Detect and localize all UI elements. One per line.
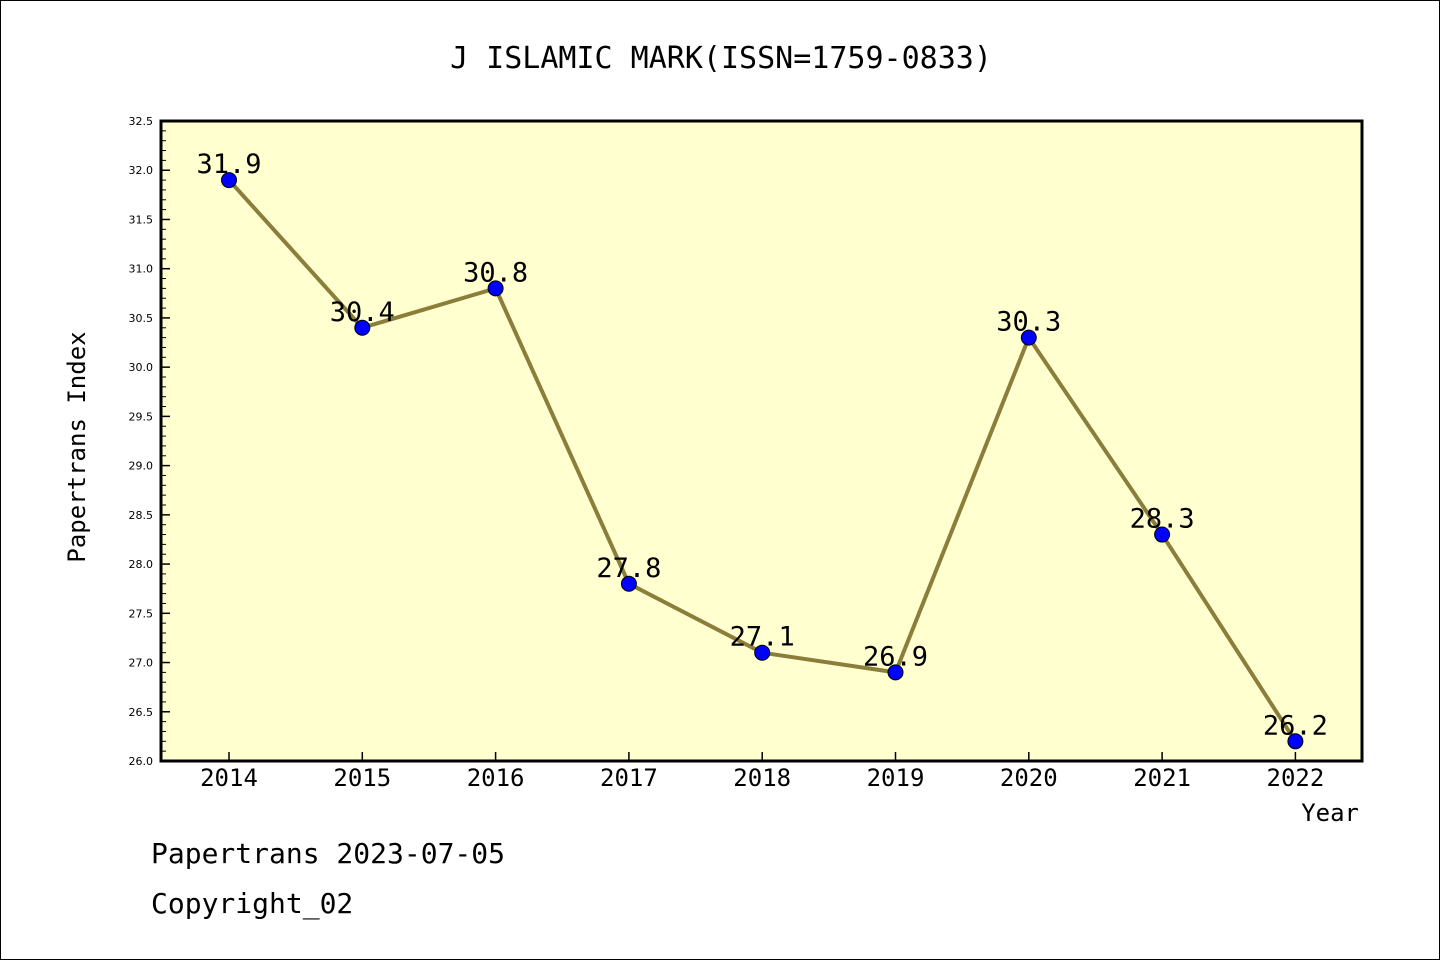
data-point-2019 <box>887 664 904 681</box>
data-point-2016 <box>487 280 504 297</box>
plot-area <box>159 119 1364 763</box>
data-label-2021: 28.3 <box>1130 504 1195 535</box>
y-tick-label: 32.0 <box>129 164 154 177</box>
x-tick-label: 2018 <box>733 764 791 792</box>
data-label-2020: 30.3 <box>996 307 1061 338</box>
x-tick-label: 2014 <box>200 764 258 792</box>
y-tick-label: 28.0 <box>129 558 154 571</box>
data-point-2021 <box>1154 526 1171 543</box>
data-label-2016: 30.8 <box>463 257 528 288</box>
data-point-2018 <box>754 644 771 661</box>
data-point-2020 <box>1020 329 1037 346</box>
data-point-2022 <box>1287 733 1304 750</box>
y-tick-label: 32.5 <box>129 115 154 128</box>
x-tick-label: 2016 <box>467 764 525 792</box>
x-axis-label: Year <box>1301 799 1359 827</box>
footer-date-text: Papertrans 2023-07-05 <box>151 837 506 870</box>
y-tick-label: 27.0 <box>129 657 154 670</box>
y-tick-label: 26.5 <box>129 706 154 719</box>
y-tick-label: 27.5 <box>129 607 154 620</box>
y-axis-label: Papertrans Index <box>63 331 91 562</box>
x-tick-label: 2021 <box>1133 764 1191 792</box>
data-label-2015: 30.4 <box>330 297 395 328</box>
y-tick-label: 26.0 <box>129 755 154 768</box>
y-tick-label: 28.5 <box>129 509 154 522</box>
footer-copyright-text: Copyright_02 <box>151 887 354 920</box>
x-tick-label: 2020 <box>1000 764 1058 792</box>
y-axis-ticks: 26.0 26.5 27.0 27.5 28.0 28.5 29.0 29.5 30.0 30.5… <box>129 115 170 768</box>
data-label-2018: 27.1 <box>730 622 795 653</box>
y-tick-label: 31.0 <box>129 263 154 276</box>
data-point-2015 <box>354 319 371 336</box>
y-tick-label: 29.0 <box>129 460 154 473</box>
x-tick-label: 2022 <box>1267 764 1325 792</box>
x-tick-label: 2019 <box>867 764 925 792</box>
y-tick-label: 29.5 <box>129 410 154 423</box>
x-axis-ticks: 2014 2015 2016 2017 2018 2019 2020 2021 2022 <box>200 752 1324 792</box>
x-tick-label: 2015 <box>333 764 391 792</box>
chart-title: J ISLAMIC MARK(ISSN=1759-0833) <box>450 41 992 76</box>
data-label-2019: 26.9 <box>863 641 928 672</box>
x-tick-label: 2017 <box>600 764 658 792</box>
data-label-2014: 31.9 <box>196 149 261 180</box>
y-tick-label: 30.0 <box>129 361 154 374</box>
series-group: 31.9 30.4 30.8 27.8 27.1 26.9 30.3 28.3 26.2 <box>196 149 1328 750</box>
data-point-2017 <box>620 575 637 592</box>
y-tick-label: 31.5 <box>129 213 154 226</box>
data-label-2017: 27.8 <box>596 553 661 584</box>
y-tick-label: 30.5 <box>129 312 154 325</box>
data-label-2022: 26.2 <box>1263 710 1328 741</box>
data-point-2014 <box>221 172 237 189</box>
